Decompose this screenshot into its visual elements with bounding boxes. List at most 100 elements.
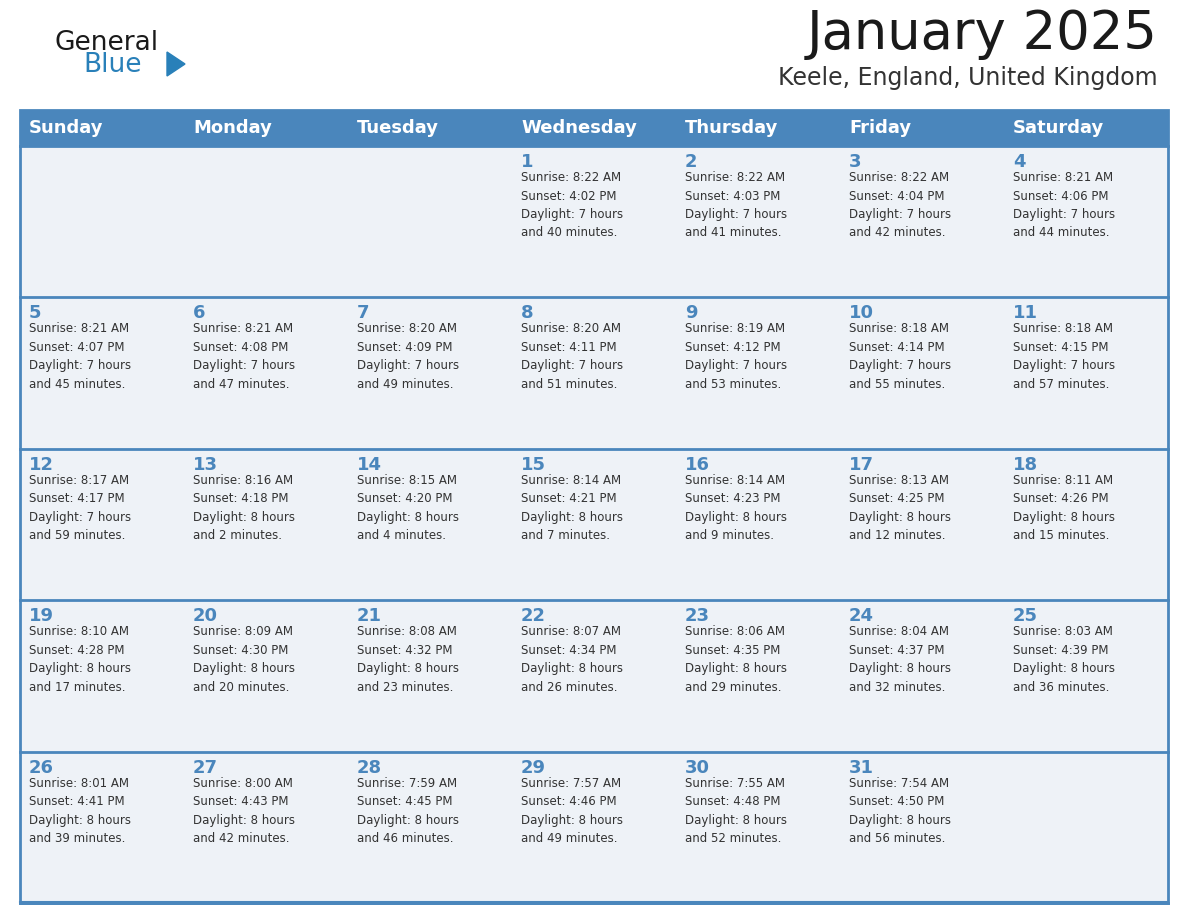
Text: Sunrise: 7:54 AM
Sunset: 4:50 PM
Daylight: 8 hours
and 56 minutes.: Sunrise: 7:54 AM Sunset: 4:50 PM Dayligh… [849,777,952,845]
Bar [840,752,1004,903]
Bar [1004,146,1168,297]
Text: Sunrise: 8:13 AM
Sunset: 4:25 PM
Daylight: 8 hours
and 12 minutes.: Sunrise: 8:13 AM Sunset: 4:25 PM Dayligh… [849,474,952,543]
Text: Sunrise: 8:03 AM
Sunset: 4:39 PM
Daylight: 8 hours
and 36 minutes.: Sunrise: 8:03 AM Sunset: 4:39 PM Dayligh… [1013,625,1116,694]
Bar [348,600,512,752]
Bar [20,110,1168,903]
Bar [20,600,184,752]
Text: Sunrise: 8:17 AM
Sunset: 4:17 PM
Daylight: 7 hours
and 59 minutes.: Sunrise: 8:17 AM Sunset: 4:17 PM Dayligh… [29,474,131,543]
Bar [840,146,1004,297]
Bar [512,449,676,600]
Text: 12: 12 [29,456,53,474]
Bar [1004,449,1168,600]
Bar [184,146,348,297]
Text: 6: 6 [192,305,206,322]
Bar [512,752,676,903]
Text: Thursday: Thursday [685,119,778,137]
Bar [20,297,184,449]
Text: 19: 19 [29,607,53,625]
Text: 27: 27 [192,758,219,777]
Text: Sunrise: 8:14 AM
Sunset: 4:23 PM
Daylight: 8 hours
and 9 minutes.: Sunrise: 8:14 AM Sunset: 4:23 PM Dayligh… [685,474,786,543]
Text: 18: 18 [1013,456,1038,474]
Text: Sunrise: 8:16 AM
Sunset: 4:18 PM
Daylight: 8 hours
and 2 minutes.: Sunrise: 8:16 AM Sunset: 4:18 PM Dayligh… [192,474,295,543]
Text: Sunrise: 8:07 AM
Sunset: 4:34 PM
Daylight: 8 hours
and 26 minutes.: Sunrise: 8:07 AM Sunset: 4:34 PM Dayligh… [522,625,623,694]
Text: 30: 30 [685,758,710,777]
Text: Tuesday: Tuesday [358,119,440,137]
Text: Sunrise: 8:18 AM
Sunset: 4:14 PM
Daylight: 7 hours
and 55 minutes.: Sunrise: 8:18 AM Sunset: 4:14 PM Dayligh… [849,322,952,391]
Bar [840,297,1004,449]
Text: 9: 9 [685,305,697,322]
Bar [676,146,840,297]
Text: 4: 4 [1013,153,1025,171]
Bar [1004,752,1168,903]
Bar [512,146,676,297]
Text: 28: 28 [358,758,383,777]
Text: 10: 10 [849,305,874,322]
Bar [184,449,348,600]
Text: Sunrise: 8:08 AM
Sunset: 4:32 PM
Daylight: 8 hours
and 23 minutes.: Sunrise: 8:08 AM Sunset: 4:32 PM Dayligh… [358,625,459,694]
Text: Wednesday: Wednesday [522,119,637,137]
Text: Sunrise: 8:10 AM
Sunset: 4:28 PM
Daylight: 8 hours
and 17 minutes.: Sunrise: 8:10 AM Sunset: 4:28 PM Dayligh… [29,625,131,694]
Text: 17: 17 [849,456,874,474]
Text: Friday: Friday [849,119,911,137]
Text: Sunrise: 8:11 AM
Sunset: 4:26 PM
Daylight: 8 hours
and 15 minutes.: Sunrise: 8:11 AM Sunset: 4:26 PM Dayligh… [1013,474,1116,543]
Text: 22: 22 [522,607,546,625]
Text: Sunrise: 8:20 AM
Sunset: 4:09 PM
Daylight: 7 hours
and 49 minutes.: Sunrise: 8:20 AM Sunset: 4:09 PM Dayligh… [358,322,459,391]
Bar [1004,600,1168,752]
Bar [20,449,184,600]
Text: Sunrise: 8:14 AM
Sunset: 4:21 PM
Daylight: 8 hours
and 7 minutes.: Sunrise: 8:14 AM Sunset: 4:21 PM Dayligh… [522,474,623,543]
Bar [512,297,676,449]
Bar [840,449,1004,600]
Text: Saturday: Saturday [1013,119,1105,137]
Text: 3: 3 [849,153,861,171]
Bar [348,297,512,449]
Bar [348,449,512,600]
Text: 20: 20 [192,607,219,625]
Text: Sunrise: 8:15 AM
Sunset: 4:20 PM
Daylight: 8 hours
and 4 minutes.: Sunrise: 8:15 AM Sunset: 4:20 PM Dayligh… [358,474,459,543]
Text: 23: 23 [685,607,710,625]
Bar [20,752,184,903]
Bar [348,146,512,297]
Bar [512,600,676,752]
Text: Blue: Blue [83,52,141,78]
Text: 26: 26 [29,758,53,777]
Text: Sunrise: 8:06 AM
Sunset: 4:35 PM
Daylight: 8 hours
and 29 minutes.: Sunrise: 8:06 AM Sunset: 4:35 PM Dayligh… [685,625,786,694]
Text: 8: 8 [522,305,533,322]
Text: 11: 11 [1013,305,1038,322]
Bar [20,110,1168,146]
Bar [1004,297,1168,449]
Text: 24: 24 [849,607,874,625]
Text: General: General [55,30,159,56]
Bar [348,752,512,903]
Text: 25: 25 [1013,607,1038,625]
Text: 31: 31 [849,758,874,777]
Text: 29: 29 [522,758,546,777]
Bar [840,600,1004,752]
Text: 15: 15 [522,456,546,474]
Text: Sunrise: 8:21 AM
Sunset: 4:08 PM
Daylight: 7 hours
and 47 minutes.: Sunrise: 8:21 AM Sunset: 4:08 PM Dayligh… [192,322,295,391]
Text: Sunrise: 8:04 AM
Sunset: 4:37 PM
Daylight: 8 hours
and 32 minutes.: Sunrise: 8:04 AM Sunset: 4:37 PM Dayligh… [849,625,952,694]
Text: Sunrise: 8:09 AM
Sunset: 4:30 PM
Daylight: 8 hours
and 20 minutes.: Sunrise: 8:09 AM Sunset: 4:30 PM Dayligh… [192,625,295,694]
Text: 14: 14 [358,456,383,474]
Text: 1: 1 [522,153,533,171]
Bar [676,752,840,903]
Text: Sunrise: 8:22 AM
Sunset: 4:04 PM
Daylight: 7 hours
and 42 minutes.: Sunrise: 8:22 AM Sunset: 4:04 PM Dayligh… [849,171,952,240]
Text: Sunrise: 8:22 AM
Sunset: 4:03 PM
Daylight: 7 hours
and 41 minutes.: Sunrise: 8:22 AM Sunset: 4:03 PM Dayligh… [685,171,788,240]
Polygon shape [168,52,185,76]
Text: Keele, England, United Kingdom: Keele, England, United Kingdom [778,66,1158,90]
Text: 2: 2 [685,153,697,171]
Text: Sunrise: 8:18 AM
Sunset: 4:15 PM
Daylight: 7 hours
and 57 minutes.: Sunrise: 8:18 AM Sunset: 4:15 PM Dayligh… [1013,322,1116,391]
Text: Sunrise: 8:22 AM
Sunset: 4:02 PM
Daylight: 7 hours
and 40 minutes.: Sunrise: 8:22 AM Sunset: 4:02 PM Dayligh… [522,171,624,240]
Text: Sunrise: 8:21 AM
Sunset: 4:07 PM
Daylight: 7 hours
and 45 minutes.: Sunrise: 8:21 AM Sunset: 4:07 PM Dayligh… [29,322,131,391]
Text: Sunrise: 7:55 AM
Sunset: 4:48 PM
Daylight: 8 hours
and 52 minutes.: Sunrise: 7:55 AM Sunset: 4:48 PM Dayligh… [685,777,786,845]
Bar [184,752,348,903]
Bar [676,600,840,752]
Text: Sunrise: 8:01 AM
Sunset: 4:41 PM
Daylight: 8 hours
and 39 minutes.: Sunrise: 8:01 AM Sunset: 4:41 PM Dayligh… [29,777,131,845]
Text: 16: 16 [685,456,710,474]
Bar [184,600,348,752]
Text: Sunrise: 8:00 AM
Sunset: 4:43 PM
Daylight: 8 hours
and 42 minutes.: Sunrise: 8:00 AM Sunset: 4:43 PM Dayligh… [192,777,295,845]
Bar [184,297,348,449]
Text: Sunrise: 7:59 AM
Sunset: 4:45 PM
Daylight: 8 hours
and 46 minutes.: Sunrise: 7:59 AM Sunset: 4:45 PM Dayligh… [358,777,459,845]
Text: 21: 21 [358,607,383,625]
Text: Monday: Monday [192,119,272,137]
Text: 7: 7 [358,305,369,322]
